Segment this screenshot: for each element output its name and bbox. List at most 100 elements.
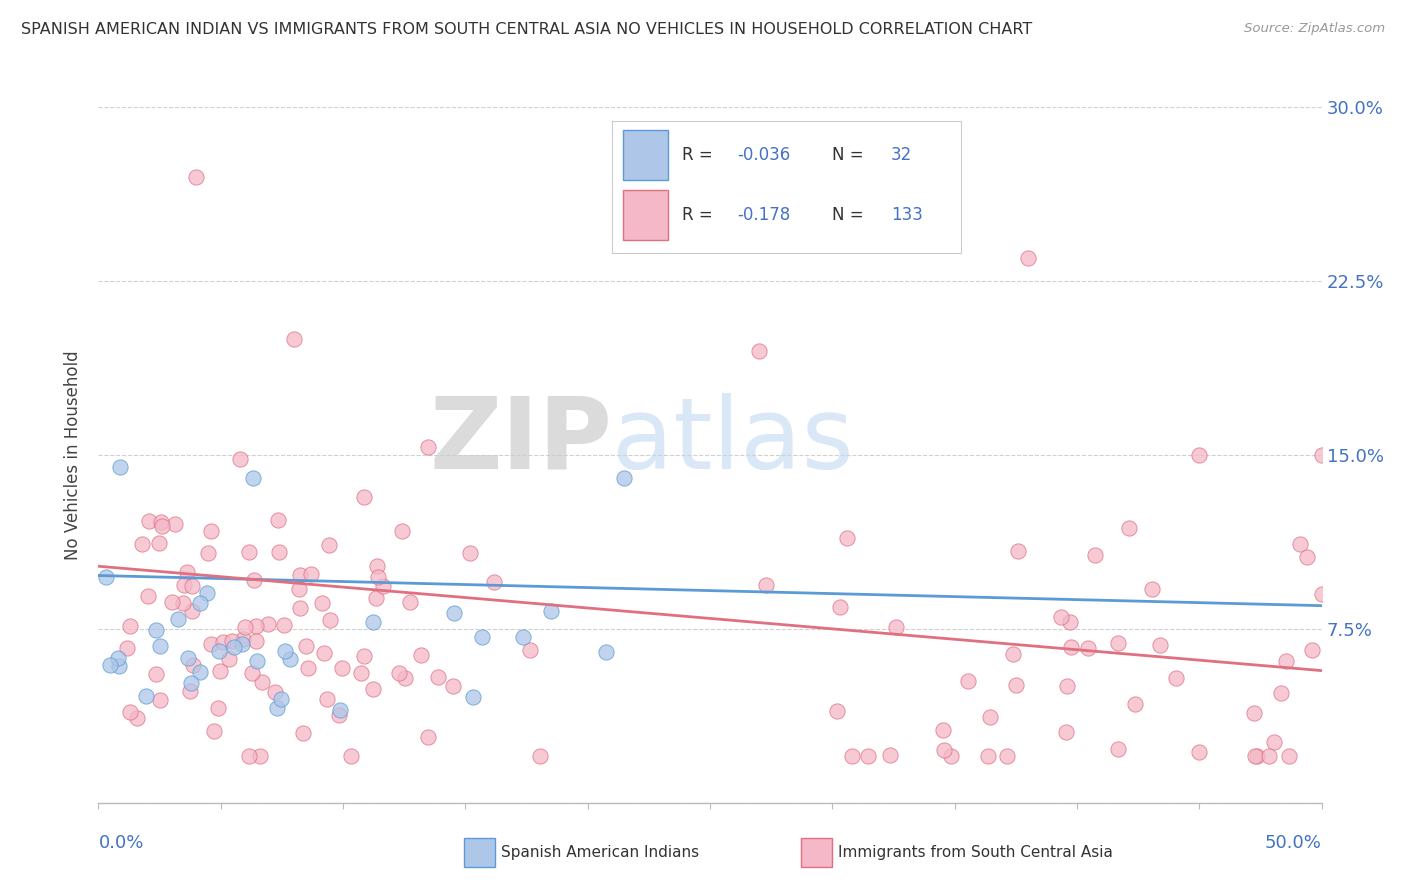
Point xyxy=(222,640,245,654)
Point xyxy=(149,515,172,529)
Point xyxy=(149,639,172,653)
Text: Spanish American Indians: Spanish American Indians xyxy=(501,846,699,860)
Point xyxy=(956,674,979,689)
Point xyxy=(245,634,267,648)
Point xyxy=(512,630,534,644)
Point xyxy=(242,574,264,588)
Point xyxy=(1054,724,1077,739)
Point xyxy=(1077,640,1099,655)
Point xyxy=(1263,735,1285,749)
Point xyxy=(388,666,411,681)
Point xyxy=(267,513,290,527)
Point xyxy=(176,565,198,579)
Point xyxy=(1278,749,1301,764)
Point xyxy=(245,619,267,633)
Point xyxy=(884,620,907,634)
Point xyxy=(269,545,291,559)
Point xyxy=(1005,678,1028,692)
Point xyxy=(366,559,388,574)
Point xyxy=(231,637,253,651)
Point xyxy=(976,749,998,764)
Point xyxy=(361,682,384,697)
Point xyxy=(166,611,188,625)
Point xyxy=(118,619,141,633)
Point xyxy=(208,644,231,658)
Point xyxy=(837,531,859,545)
Point xyxy=(1007,544,1029,558)
Point xyxy=(330,661,353,675)
Point xyxy=(934,743,956,757)
Point xyxy=(283,332,305,346)
Point xyxy=(179,684,201,698)
Point xyxy=(1084,548,1107,562)
Text: SPANISH AMERICAN INDIAN VS IMMIGRANTS FROM SOUTH CENTRAL ASIA NO VEHICLES IN HOU: SPANISH AMERICAN INDIAN VS IMMIGRANTS FR… xyxy=(21,22,1032,37)
Point xyxy=(107,651,129,665)
Point xyxy=(361,615,384,629)
Point xyxy=(1060,640,1083,654)
Point xyxy=(177,651,200,665)
Point xyxy=(416,730,439,744)
Point xyxy=(297,660,319,674)
Point xyxy=(249,749,271,764)
Point xyxy=(315,691,337,706)
Point xyxy=(540,604,562,618)
Text: atlas: atlas xyxy=(612,392,853,490)
Point xyxy=(250,675,273,690)
Point xyxy=(1107,636,1129,650)
Text: Immigrants from South Central Asia: Immigrants from South Central Asia xyxy=(838,846,1114,860)
Point xyxy=(1310,587,1333,601)
Point xyxy=(127,711,149,725)
Point xyxy=(932,723,955,738)
Point xyxy=(207,701,229,715)
Text: 0.0%: 0.0% xyxy=(98,834,143,852)
Point xyxy=(173,578,195,592)
Point xyxy=(292,726,315,740)
Point xyxy=(163,516,186,531)
Point xyxy=(299,567,322,582)
Point xyxy=(1123,697,1146,711)
Point xyxy=(294,639,316,653)
Point xyxy=(1295,549,1317,564)
Point xyxy=(233,620,256,634)
Point xyxy=(228,452,250,467)
Point xyxy=(394,672,416,686)
Point xyxy=(290,567,312,582)
Point xyxy=(1274,654,1296,668)
Point xyxy=(349,665,371,680)
Point xyxy=(319,613,342,627)
Point xyxy=(748,343,770,358)
Point xyxy=(108,659,131,673)
Point xyxy=(979,710,1001,724)
Point xyxy=(1270,686,1292,700)
Y-axis label: No Vehicles in Household: No Vehicles in Household xyxy=(65,350,83,560)
Point xyxy=(212,635,235,649)
Point xyxy=(314,646,336,660)
Point xyxy=(131,537,153,551)
Point xyxy=(1056,679,1078,693)
Point xyxy=(200,637,222,651)
Point xyxy=(529,749,551,764)
Point xyxy=(328,708,350,723)
Point xyxy=(136,589,159,603)
Point xyxy=(595,645,617,659)
Point xyxy=(339,749,361,764)
Point xyxy=(149,692,172,706)
Point xyxy=(232,632,254,646)
Point xyxy=(264,685,287,699)
Point xyxy=(1310,448,1333,462)
Point xyxy=(108,459,131,474)
Point xyxy=(100,658,122,673)
Point xyxy=(1164,671,1187,685)
Point xyxy=(519,642,541,657)
Text: 50.0%: 50.0% xyxy=(1265,834,1322,852)
Point xyxy=(879,747,901,762)
Point xyxy=(391,524,413,538)
Point xyxy=(273,618,295,632)
Point xyxy=(1001,648,1024,662)
Point xyxy=(1059,615,1081,629)
Point xyxy=(180,579,202,593)
Point xyxy=(218,652,240,666)
Point xyxy=(463,690,485,705)
Point xyxy=(186,169,208,184)
Point xyxy=(145,667,167,681)
